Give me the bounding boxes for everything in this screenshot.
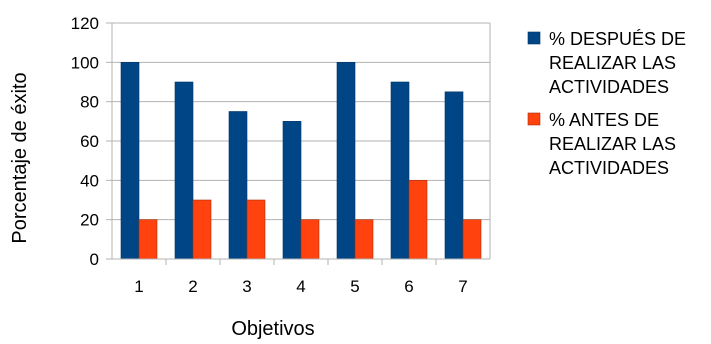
y-tick-label: 120 [71,14,99,33]
bar-antes [192,199,212,260]
bar-despues [120,62,140,260]
bar-despues [444,91,464,260]
x-tick-label: 1 [134,277,143,296]
bar-antes [300,219,320,260]
bar-despues [282,121,302,260]
x-tick-label: 3 [242,277,251,296]
bar-antes [246,199,266,260]
y-tick-label: 60 [80,132,99,151]
bar-antes [138,219,158,260]
x-tick-label: 4 [296,277,305,296]
x-tick-label: 2 [188,277,197,296]
y-tick-label: 0 [90,250,99,269]
legend-label: % ANTES DE REALIZAR LAS ACTIVIDADES [549,110,676,178]
bars [120,62,482,260]
x-axis-title: Objetivos [231,318,314,340]
y-tick-label: 20 [80,211,99,230]
y-tick-labels: 0 20 40 60 80 100 120 [71,14,99,269]
x-tick-labels: 1 2 3 4 5 6 7 [134,277,467,296]
x-tick-label: 6 [404,277,413,296]
bar-despues [174,81,194,260]
x-tick-label: 5 [350,277,359,296]
legend-label: % DESPUÉS DE REALIZAR LAS ACTIVIDADES [549,29,686,97]
bar-despues [228,111,248,260]
x-tick-label: 7 [458,277,467,296]
bar-despues [336,62,356,260]
y-tick-label: 40 [80,171,99,190]
legend-swatch [527,31,541,45]
legend-swatch [527,112,541,126]
bar-despues [390,81,410,260]
y-tick-label: 100 [71,53,99,72]
bar-antes [408,180,428,260]
legend: % DESPUÉS DE REALIZAR LAS ACTIVIDADES % ANT… [527,29,686,178]
axes [106,22,491,265]
bar-antes [462,219,482,260]
y-axis-title: Porcentaje de éxito [9,72,31,243]
bar-antes [354,219,374,260]
y-tick-label: 80 [80,93,99,112]
